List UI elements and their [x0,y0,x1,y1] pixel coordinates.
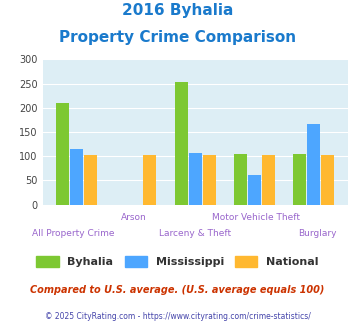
Bar [203,155,216,205]
Text: Compared to U.S. average. (U.S. average equals 100): Compared to U.S. average. (U.S. average … [30,285,325,295]
Text: Arson: Arson [121,213,147,222]
Bar [262,155,275,205]
Text: All Property Crime: All Property Crime [32,229,114,238]
Bar [248,175,261,205]
Bar [293,154,306,205]
Bar [70,149,83,205]
Text: Motor Vehicle Theft: Motor Vehicle Theft [212,213,300,222]
Bar [307,124,320,205]
Bar [175,82,188,205]
Text: Larceny & Theft: Larceny & Theft [159,229,231,238]
Bar [321,155,334,205]
Text: Burglary: Burglary [298,229,337,238]
Text: © 2025 CityRating.com - https://www.cityrating.com/crime-statistics/: © 2025 CityRating.com - https://www.city… [45,312,310,321]
Bar [234,154,247,205]
Bar [84,155,97,205]
Bar [189,153,202,205]
Text: Property Crime Comparison: Property Crime Comparison [59,30,296,45]
Text: 2016 Byhalia: 2016 Byhalia [122,3,233,18]
Bar [143,155,157,205]
Bar [56,103,70,205]
Legend: Byhalia, Mississippi, National: Byhalia, Mississippi, National [32,251,323,272]
